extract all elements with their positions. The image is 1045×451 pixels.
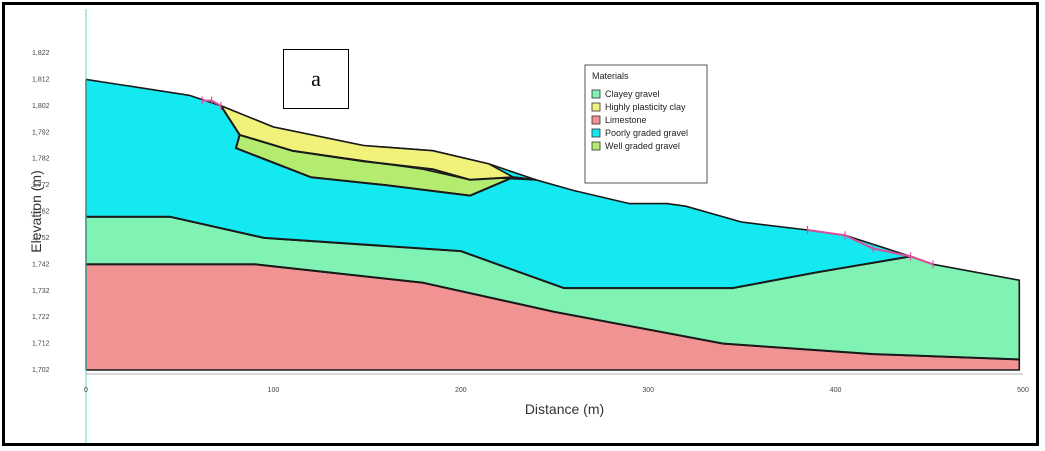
y-tick-label-1802: 1,802	[32, 103, 50, 110]
layer-boundary-3	[239, 133, 514, 181]
y-tick-label-1722: 1,722	[32, 314, 50, 321]
layer-boundary-0	[86, 215, 911, 290]
y-tick-label-1712: 1,712	[32, 341, 50, 348]
y-tick-label-1792: 1,792	[32, 129, 50, 136]
x-axis-title: Distance (m)	[525, 401, 604, 417]
y-tick-label-1822: 1,822	[32, 50, 50, 57]
y-tick-label-1772: 1,772	[32, 182, 50, 189]
legend-label-clayey-gravel: Clayey gravel	[605, 89, 660, 99]
legend-label-well-graded-gravel: Well graded gravel	[605, 141, 680, 151]
legend-swatch-clayey-gravel	[591, 89, 601, 99]
legend-swatch-limestone	[591, 115, 601, 125]
legend-swatch-poorly-graded-gravel	[591, 128, 601, 138]
y-tick-label-1762: 1,762	[32, 209, 50, 216]
legend-label-highly-plasticity-clay: Highly plasticity clay	[605, 102, 686, 112]
y-tick-label-1742: 1,742	[32, 261, 50, 268]
figure-frame: 1,702 1,712 1,722 1,732 1,742 1,752 1,762 1,772…	[2, 2, 1039, 446]
x-tick-label-0: 0	[84, 387, 88, 394]
panel-label: a	[283, 49, 349, 109]
slope-section-chart: 1,702 1,712 1,722 1,732 1,742 1,752 1,762 1,772…	[28, 9, 1029, 443]
x-tick-label-400: 400	[830, 387, 842, 394]
y-tick-label-1702: 1,702	[32, 367, 50, 374]
layer-boundary-1	[86, 263, 1020, 361]
legend-label-limestone: Limestone	[605, 115, 647, 125]
x-tick-label-500: 500	[1017, 387, 1029, 394]
x-tick-label-200: 200	[455, 387, 467, 394]
x-tick-label-300: 300	[642, 387, 654, 394]
y-tick-label-1752: 1,752	[32, 235, 50, 242]
y-tick-label-1782: 1,782	[32, 156, 50, 163]
y-tick-label-1812: 1,812	[32, 76, 50, 83]
y-tick-label-1732: 1,732	[32, 288, 50, 295]
legend-swatch-highly-plasticity-clay	[591, 102, 601, 112]
y-axis-title: Elevation (m)	[28, 170, 44, 252]
legend-swatch-well-graded-gravel	[591, 141, 601, 151]
legend-title: Materials	[592, 71, 629, 81]
layer-boundary-2	[220, 105, 536, 197]
legend-box	[584, 64, 708, 184]
legend-label-poorly-graded-gravel: Poorly graded gravel	[605, 128, 688, 138]
x-tick-label-100: 100	[268, 387, 280, 394]
